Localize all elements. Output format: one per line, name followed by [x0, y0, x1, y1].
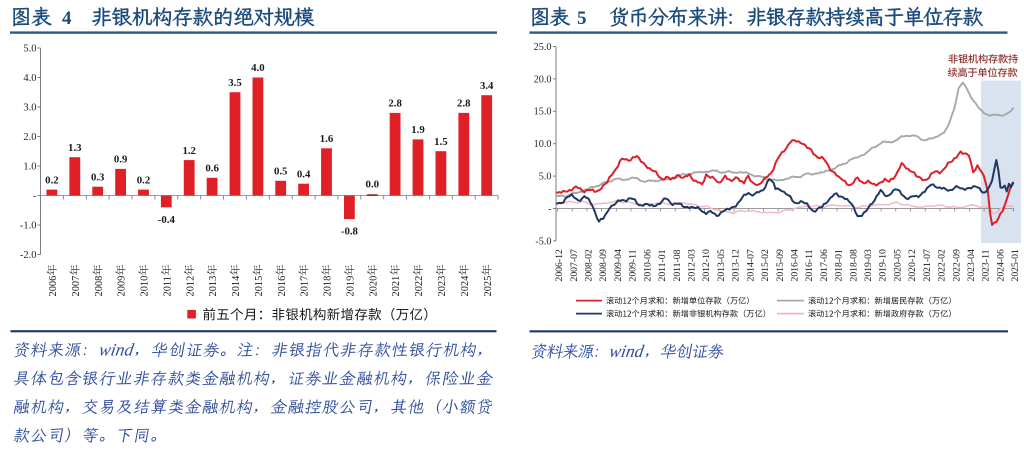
svg-text:1.0: 1.0 [23, 162, 36, 173]
svg-text:-: - [33, 191, 37, 202]
svg-text:2022-09: 2022-09 [951, 249, 962, 281]
svg-text:2011-08: 2011-08 [672, 249, 683, 281]
svg-text:2009-04: 2009-04 [613, 249, 624, 281]
svg-text:1.3: 1.3 [68, 142, 82, 154]
svg-text:2012-03: 2012-03 [687, 249, 698, 281]
svg-text:2019-03: 2019-03 [863, 249, 874, 281]
svg-text:2007: 2007 [71, 276, 82, 297]
svg-text:2022-02: 2022-02 [937, 249, 948, 281]
svg-text:2024-06: 2024-06 [995, 249, 1006, 281]
svg-text:2024: 2024 [460, 275, 471, 297]
svg-text:0.2: 0.2 [137, 174, 151, 186]
svg-text:2014: 2014 [231, 275, 242, 297]
svg-text:2.8: 2.8 [457, 98, 471, 110]
svg-text:2013-05: 2013-05 [716, 249, 727, 281]
svg-text:2015-09: 2015-09 [775, 249, 786, 281]
svg-text:2017: 2017 [300, 276, 311, 297]
svg-text:2008-02: 2008-02 [584, 249, 595, 281]
svg-text:-0.8: -0.8 [341, 226, 359, 238]
svg-text:2016-04: 2016-04 [790, 249, 801, 281]
svg-text:2018-01: 2018-01 [834, 249, 845, 281]
svg-text:2010: 2010 [140, 276, 151, 297]
svg-text:2017-06: 2017-06 [819, 249, 830, 281]
svg-text:5.0: 5.0 [23, 44, 36, 55]
svg-text:2023-04: 2023-04 [966, 249, 977, 281]
svg-text:2013: 2013 [208, 276, 219, 297]
svg-text:2009-11: 2009-11 [628, 249, 639, 281]
svg-text:2021: 2021 [391, 276, 402, 297]
svg-text:2019-10: 2019-10 [878, 249, 889, 281]
svg-text:0.9: 0.9 [114, 154, 128, 166]
svg-text:2023: 2023 [437, 276, 448, 297]
svg-text:-1.0: -1.0 [20, 221, 37, 232]
svg-text:5.0: 5.0 [539, 172, 552, 183]
svg-text:-5.0: -5.0 [535, 236, 551, 247]
svg-text:0.2: 0.2 [45, 174, 59, 186]
svg-text:-2.0: -2.0 [20, 250, 37, 261]
svg-text:0.6: 0.6 [205, 163, 219, 175]
svg-text:3.0: 3.0 [23, 103, 36, 114]
svg-text:2012: 2012 [185, 276, 196, 297]
svg-text:2006-12: 2006-12 [554, 249, 565, 281]
svg-text:2020-12: 2020-12 [907, 249, 918, 281]
svg-text:0.3: 0.3 [91, 171, 105, 183]
svg-text:2.0: 2.0 [23, 132, 36, 143]
svg-text:4.0: 4.0 [251, 62, 265, 74]
svg-text:0.4: 0.4 [297, 168, 311, 180]
svg-text:3.5: 3.5 [228, 77, 242, 89]
svg-text:1.6: 1.6 [320, 133, 334, 145]
svg-text:2020: 2020 [368, 276, 379, 297]
svg-text:2011-01: 2011-01 [657, 249, 668, 281]
svg-text:0.0: 0.0 [366, 179, 380, 191]
svg-text:-0.4: -0.4 [158, 214, 176, 226]
svg-text:2008: 2008 [94, 276, 105, 297]
svg-text:2011: 2011 [162, 276, 173, 296]
svg-text:1.5: 1.5 [434, 136, 448, 148]
svg-text:2009: 2009 [117, 276, 128, 297]
svg-text:2022: 2022 [414, 276, 425, 297]
svg-text:2006: 2006 [48, 276, 59, 297]
svg-text:4.0: 4.0 [23, 73, 36, 84]
svg-text:2018: 2018 [323, 276, 334, 297]
svg-text:2020-05: 2020-05 [892, 249, 903, 281]
svg-text:2021-07: 2021-07 [922, 249, 933, 281]
svg-text:2019: 2019 [346, 276, 357, 297]
svg-text:0.5: 0.5 [274, 165, 288, 177]
svg-text:25.0: 25.0 [534, 42, 552, 53]
svg-text:1.9: 1.9 [411, 124, 425, 136]
svg-text:3.4: 3.4 [480, 80, 494, 92]
svg-text:2.8: 2.8 [388, 98, 402, 110]
svg-text:2012-10: 2012-10 [701, 249, 712, 281]
svg-text:4: 4 [62, 8, 72, 29]
svg-text:2015: 2015 [254, 276, 265, 297]
svg-text:2007-07: 2007-07 [569, 249, 580, 281]
svg-text:2010-06: 2010-06 [642, 249, 653, 281]
svg-text:2014-07: 2014-07 [745, 249, 756, 281]
svg-text:5: 5 [577, 8, 587, 29]
svg-text:2025: 2025 [483, 276, 494, 297]
svg-text:20.0: 20.0 [534, 74, 552, 85]
svg-text:2016: 2016 [277, 276, 288, 297]
svg-text:10.0: 10.0 [534, 139, 552, 150]
svg-text:2025-01: 2025-01 [1010, 249, 1021, 281]
svg-text:15.0: 15.0 [534, 107, 552, 118]
svg-text:wind: wind [98, 340, 136, 360]
svg-text:2013-12: 2013-12 [731, 249, 742, 281]
svg-text:-: - [548, 204, 552, 215]
svg-text:2023-11: 2023-11 [981, 249, 992, 281]
svg-text:2008-09: 2008-09 [598, 249, 609, 281]
svg-text:2015-02: 2015-02 [760, 249, 771, 281]
svg-text:2018-08: 2018-08 [848, 249, 859, 281]
svg-text:1.2: 1.2 [182, 145, 196, 157]
svg-text:2016-11: 2016-11 [804, 249, 815, 281]
svg-text:wind: wind [608, 341, 646, 361]
